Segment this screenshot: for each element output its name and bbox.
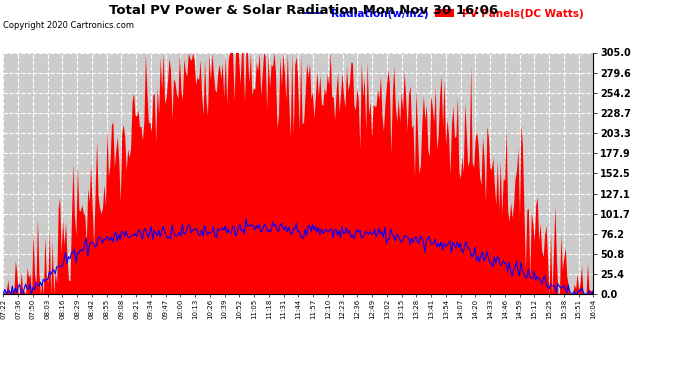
Legend: Radiation(w/m2), PV Panels(DC Watts): Radiation(w/m2), PV Panels(DC Watts) (300, 4, 588, 23)
Text: Copyright 2020 Cartronics.com: Copyright 2020 Cartronics.com (3, 21, 135, 30)
Text: Total PV Power & Solar Radiation Mon Nov 30 16:06: Total PV Power & Solar Radiation Mon Nov… (109, 4, 498, 17)
